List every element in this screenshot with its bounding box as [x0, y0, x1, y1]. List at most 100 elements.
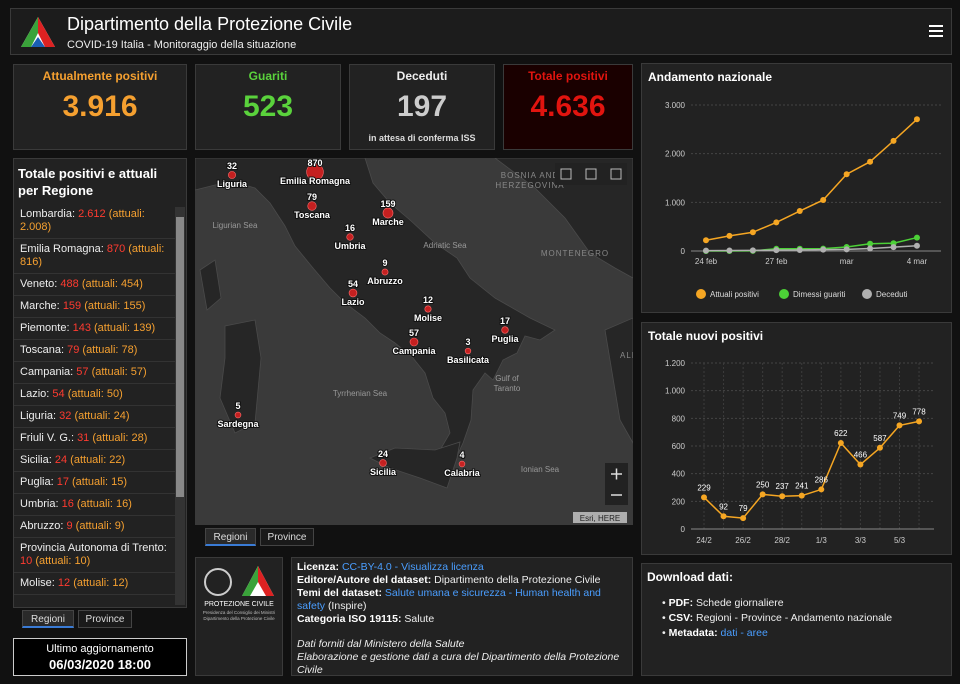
case-count: 159 [380, 199, 395, 209]
region-row[interactable]: Molise: 12 (attuali: 12) [14, 573, 176, 595]
region-row[interactable]: Friuli V. G.: 31 (attuali: 28) [14, 428, 176, 450]
toolbar-icon[interactable] [560, 168, 572, 180]
x-tick-label: mar [840, 257, 854, 266]
chart-title: Andamento nazionale [648, 70, 772, 84]
region-actual: (attuali: 12) [73, 577, 129, 589]
region-row[interactable]: Lazio: 54 (attuali: 50) [14, 384, 176, 406]
case-bubble[interactable] [307, 201, 317, 211]
scrollbar[interactable] [175, 207, 185, 605]
kpi-card: Attualmente positivi 3.916 [13, 64, 187, 150]
download-item: • PDF: Schede giornaliere [662, 597, 784, 609]
data-point [779, 493, 786, 500]
region-row[interactable]: Sicilia: 24 (attuali: 22) [14, 450, 176, 472]
map-toolbar[interactable] [555, 163, 627, 185]
case-bubble[interactable] [379, 459, 387, 467]
region-actual: (attuali: 139) [94, 322, 156, 334]
region-total: 79 [67, 344, 80, 356]
tab[interactable]: Province [260, 528, 314, 546]
data-label: 587 [873, 434, 887, 443]
series-line [705, 245, 918, 252]
themes-link[interactable]: Salute umana e sicurezza - Human health … [297, 587, 601, 612]
y-tick-label: 3.000 [665, 101, 686, 110]
zoom-control[interactable] [605, 463, 628, 505]
data-point [820, 246, 827, 253]
case-bubble[interactable] [228, 171, 236, 179]
region-name: Liguria: [20, 410, 57, 422]
download-link[interactable]: Regioni - Province - Andamento nazionale [696, 612, 893, 624]
x-tick-label: 1/3 [816, 536, 828, 545]
themes-label: Temi del dataset: [297, 587, 382, 599]
download-link[interactable]: dati - aree [720, 627, 768, 639]
data-label: 778 [912, 407, 926, 416]
case-bubble[interactable] [382, 207, 394, 219]
data-point [820, 196, 827, 203]
region-row[interactable]: Umbria: 16 (attuali: 16) [14, 494, 176, 516]
data-point [701, 494, 707, 501]
region-row[interactable]: Puglia: 17 (attuali: 15) [14, 472, 176, 494]
kpi-title: Guariti [248, 69, 288, 83]
case-bubble[interactable] [501, 326, 509, 334]
toolbar-icon[interactable] [585, 168, 597, 180]
region-total: 57 [76, 366, 89, 378]
kpi-title: Attualmente positivi [42, 69, 158, 83]
region-actual: (attuali: 10) [35, 555, 91, 567]
region-row[interactable]: Liguria: 32 (attuali: 24) [14, 406, 176, 428]
case-bubble[interactable] [234, 411, 242, 419]
region-actual: (attuali: 57) [91, 366, 147, 378]
logo-icon [21, 17, 55, 47]
case-bubble[interactable] [464, 347, 472, 355]
license-link[interactable]: CC-BY-4.0 - Visualizza licenza [341, 561, 484, 573]
menu-icon[interactable] [929, 25, 943, 37]
data-label: 229 [697, 483, 711, 492]
download-item: • Metadata: dati - aree [662, 627, 768, 639]
kpi-note: in attesa di conferma ISS [368, 133, 476, 143]
iso: Salute [404, 613, 435, 625]
region-row[interactable]: Toscana: 79 (attuali: 78) [14, 340, 176, 362]
kpi-card: Deceduti 197 in attesa di conferma ISS [349, 64, 495, 150]
tab[interactable]: Regioni [22, 610, 74, 628]
case-bubble[interactable] [348, 288, 358, 298]
update-box: Ultimo aggiornamento 06/03/2020 18:00 [13, 638, 187, 676]
y-tick-label: 600 [672, 442, 686, 451]
download-link[interactable]: Schede giornaliere [696, 597, 784, 609]
case-bubble[interactable] [381, 268, 389, 276]
region-actual: (attuali: 454) [81, 278, 143, 290]
y-tick-label: 1.000 [665, 387, 686, 396]
case-bubble[interactable] [458, 460, 466, 468]
tab[interactable]: Regioni [205, 528, 256, 546]
region-total: 870 [106, 243, 126, 255]
region-row[interactable]: Piemonte: 143 (attuali: 139) [14, 318, 176, 340]
data-point [916, 418, 923, 425]
country-label: BOSNIA AND [501, 171, 559, 180]
region-row[interactable]: Abruzzo: 9 (attuali: 9) [14, 516, 176, 538]
case-bubble[interactable] [409, 337, 419, 347]
case-count: 12 [423, 295, 433, 305]
data-point [703, 237, 709, 244]
region-row[interactable]: Provincia Autonoma di Trento: 10 (attual… [14, 538, 176, 573]
case-bubble[interactable] [424, 305, 432, 313]
tab[interactable]: Province [78, 610, 132, 628]
case-bubble[interactable] [306, 163, 324, 181]
kpi-title: Deceduti [396, 69, 448, 83]
sea-label: Gulf of [495, 374, 519, 383]
data-point [798, 492, 805, 499]
region-panel: Totale positivi e attuali per Regione Lo… [13, 158, 187, 608]
data-point [913, 234, 920, 241]
region-total: 143 [72, 322, 91, 334]
toolbar-icon[interactable] [610, 168, 622, 180]
processing: Elaborazione e gestione dati a cura del … [297, 651, 620, 676]
legend-swatch [862, 289, 872, 299]
case-bubble[interactable] [346, 233, 354, 241]
region-total: 24 [54, 454, 68, 466]
region-label: Puglia [491, 334, 519, 344]
region-row[interactable]: Lombardia: 2.612 (attuali: 2.008) [14, 204, 176, 239]
region-row[interactable]: Campania: 57 (attuali: 57) [14, 362, 176, 384]
region-row[interactable]: Marche: 159 (attuali: 155) [14, 296, 176, 318]
region-row[interactable]: Veneto: 488 (attuali: 454) [14, 274, 176, 296]
subtitle: COVID-19 Italia - Monitoraggio della sit… [67, 39, 297, 51]
region-name: Lombardia: [20, 208, 76, 220]
region-row[interactable]: Emilia Romagna: 870 (attuali: 816) [14, 239, 176, 274]
map[interactable]: 32 Liguria 870 Emilia Romagna 79 Toscana 159 Ma… [195, 158, 633, 525]
data-point [857, 461, 864, 468]
case-count: 3 [465, 337, 470, 347]
